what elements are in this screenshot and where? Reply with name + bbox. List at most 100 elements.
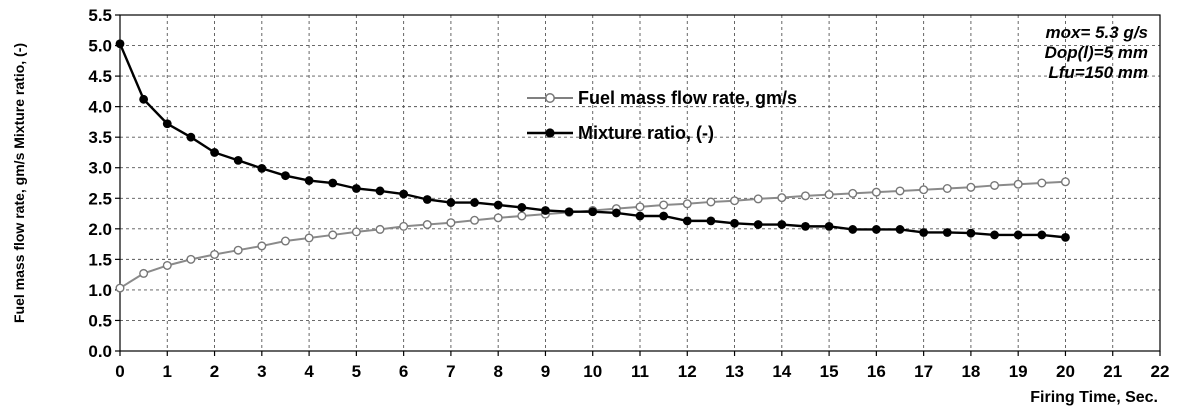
data-point [777,220,787,229]
data-point [871,187,881,197]
data-point [162,119,172,129]
data-point [541,206,550,215]
legend: Fuel mass flow rate, gm/s Mixture ratio,… [527,88,797,143]
data-point [659,211,669,221]
data-point [517,203,527,212]
y-tick-label: 1.0 [88,281,112,300]
y-tick-label: 0.5 [88,311,112,330]
data-point [966,182,976,192]
data-point [895,225,905,234]
data-point [706,197,716,207]
data-point [280,236,290,246]
data-point [753,194,763,204]
data-point [375,186,385,196]
y-tick-label: 5.0 [88,37,112,56]
x-tick-label: 17 [914,362,933,381]
x-tick-label: 21 [1103,362,1122,381]
data-point [635,211,645,221]
data-point [446,218,456,228]
data-point [848,188,858,198]
data-point [895,186,905,196]
series-layer [115,39,1070,293]
data-point [588,207,598,217]
data-point [659,200,669,210]
x-axis: 0 1 2 3 4 5 6 7 8 9 10 11 12 13 14 15 16 17 18 19 20 21 22 [115,351,1169,381]
annotation-lfu: Lfu=150 mm [1048,63,1148,82]
data-point [304,176,314,185]
data-point [233,155,243,165]
data-point [210,148,219,157]
data-point [800,191,810,201]
data-point [824,221,834,231]
x-tick-label: 14 [772,362,791,381]
data-point [139,94,149,104]
annotation-dop: Dop(l)=5 mm [1045,43,1148,62]
data-point [753,220,763,229]
y-tick-label: 4.5 [88,67,112,86]
x-tick-label: 7 [446,362,455,381]
data-point [990,230,999,240]
x-tick-label: 6 [399,362,408,381]
y-tick-label: 1.5 [88,250,112,269]
x-tick-label: 16 [867,362,886,381]
x-tick-label: 20 [1056,362,1075,381]
data-point [493,213,503,223]
x-tick-label: 18 [961,362,980,381]
x-tick-label: 10 [583,362,602,381]
x-tick-label: 9 [541,362,550,381]
data-point [517,211,527,221]
data-point [422,220,432,230]
data-point [257,163,267,173]
data-point [186,132,196,142]
data-point [446,198,456,207]
data-point [351,227,361,237]
y-tick-label: 2.0 [88,220,112,239]
data-point [824,190,834,200]
data-point [682,199,692,209]
legend-item-fuel: Fuel mass flow rate, gm/s [527,88,797,108]
x-tick-label: 0 [115,362,124,381]
x-tick-label: 22 [1151,362,1170,381]
data-point [730,196,740,206]
data-point [1037,178,1047,188]
grid [120,15,1160,351]
data-point [777,193,787,203]
data-point [1061,232,1070,242]
data-point [257,241,267,251]
data-point [682,216,692,226]
data-point [139,268,149,278]
data-point [115,39,125,49]
x-tick-label: 15 [820,362,839,381]
x-tick-label: 19 [1009,362,1028,381]
data-point [919,185,929,195]
data-point [942,228,952,237]
data-point [493,200,503,210]
annotation-mox: mox= 5.3 g/s [1045,23,1148,42]
data-point [919,228,929,237]
legend-marker-fuel [545,93,555,103]
y-axis: 0.0 0.5 1.0 1.5 2.0 2.5 3.0 3.5 4.0 4.5 5.0 5.5 [88,6,120,361]
x-tick-label: 3 [257,362,266,381]
y-tick-label: 4.0 [88,98,112,117]
y-tick-label: 3.0 [88,159,112,178]
data-point [470,215,480,225]
data-point [871,225,881,234]
annotation-box: mox= 5.3 g/s Dop(l)=5 mm Lfu=150 mm [1045,23,1148,82]
data-point [328,178,338,188]
data-point [210,249,220,259]
legend-item-mixture: Mixture ratio, (-) [527,123,714,143]
data-point [848,225,858,234]
data-point [233,245,243,255]
data-point [1060,177,1070,187]
data-point [281,171,290,181]
x-tick-label: 2 [210,362,219,381]
data-point [470,198,479,207]
y-axis-title: Fuel mass flow rate, gm/s Mixture ratio,… [11,43,27,323]
data-point [611,208,621,218]
series-mixture-ratio [115,39,1070,242]
legend-label-fuel: Fuel mass flow rate, gm/s [578,88,797,108]
data-point [966,228,976,238]
legend-label-mixture: Mixture ratio, (-) [578,123,714,143]
data-point [1013,230,1023,240]
